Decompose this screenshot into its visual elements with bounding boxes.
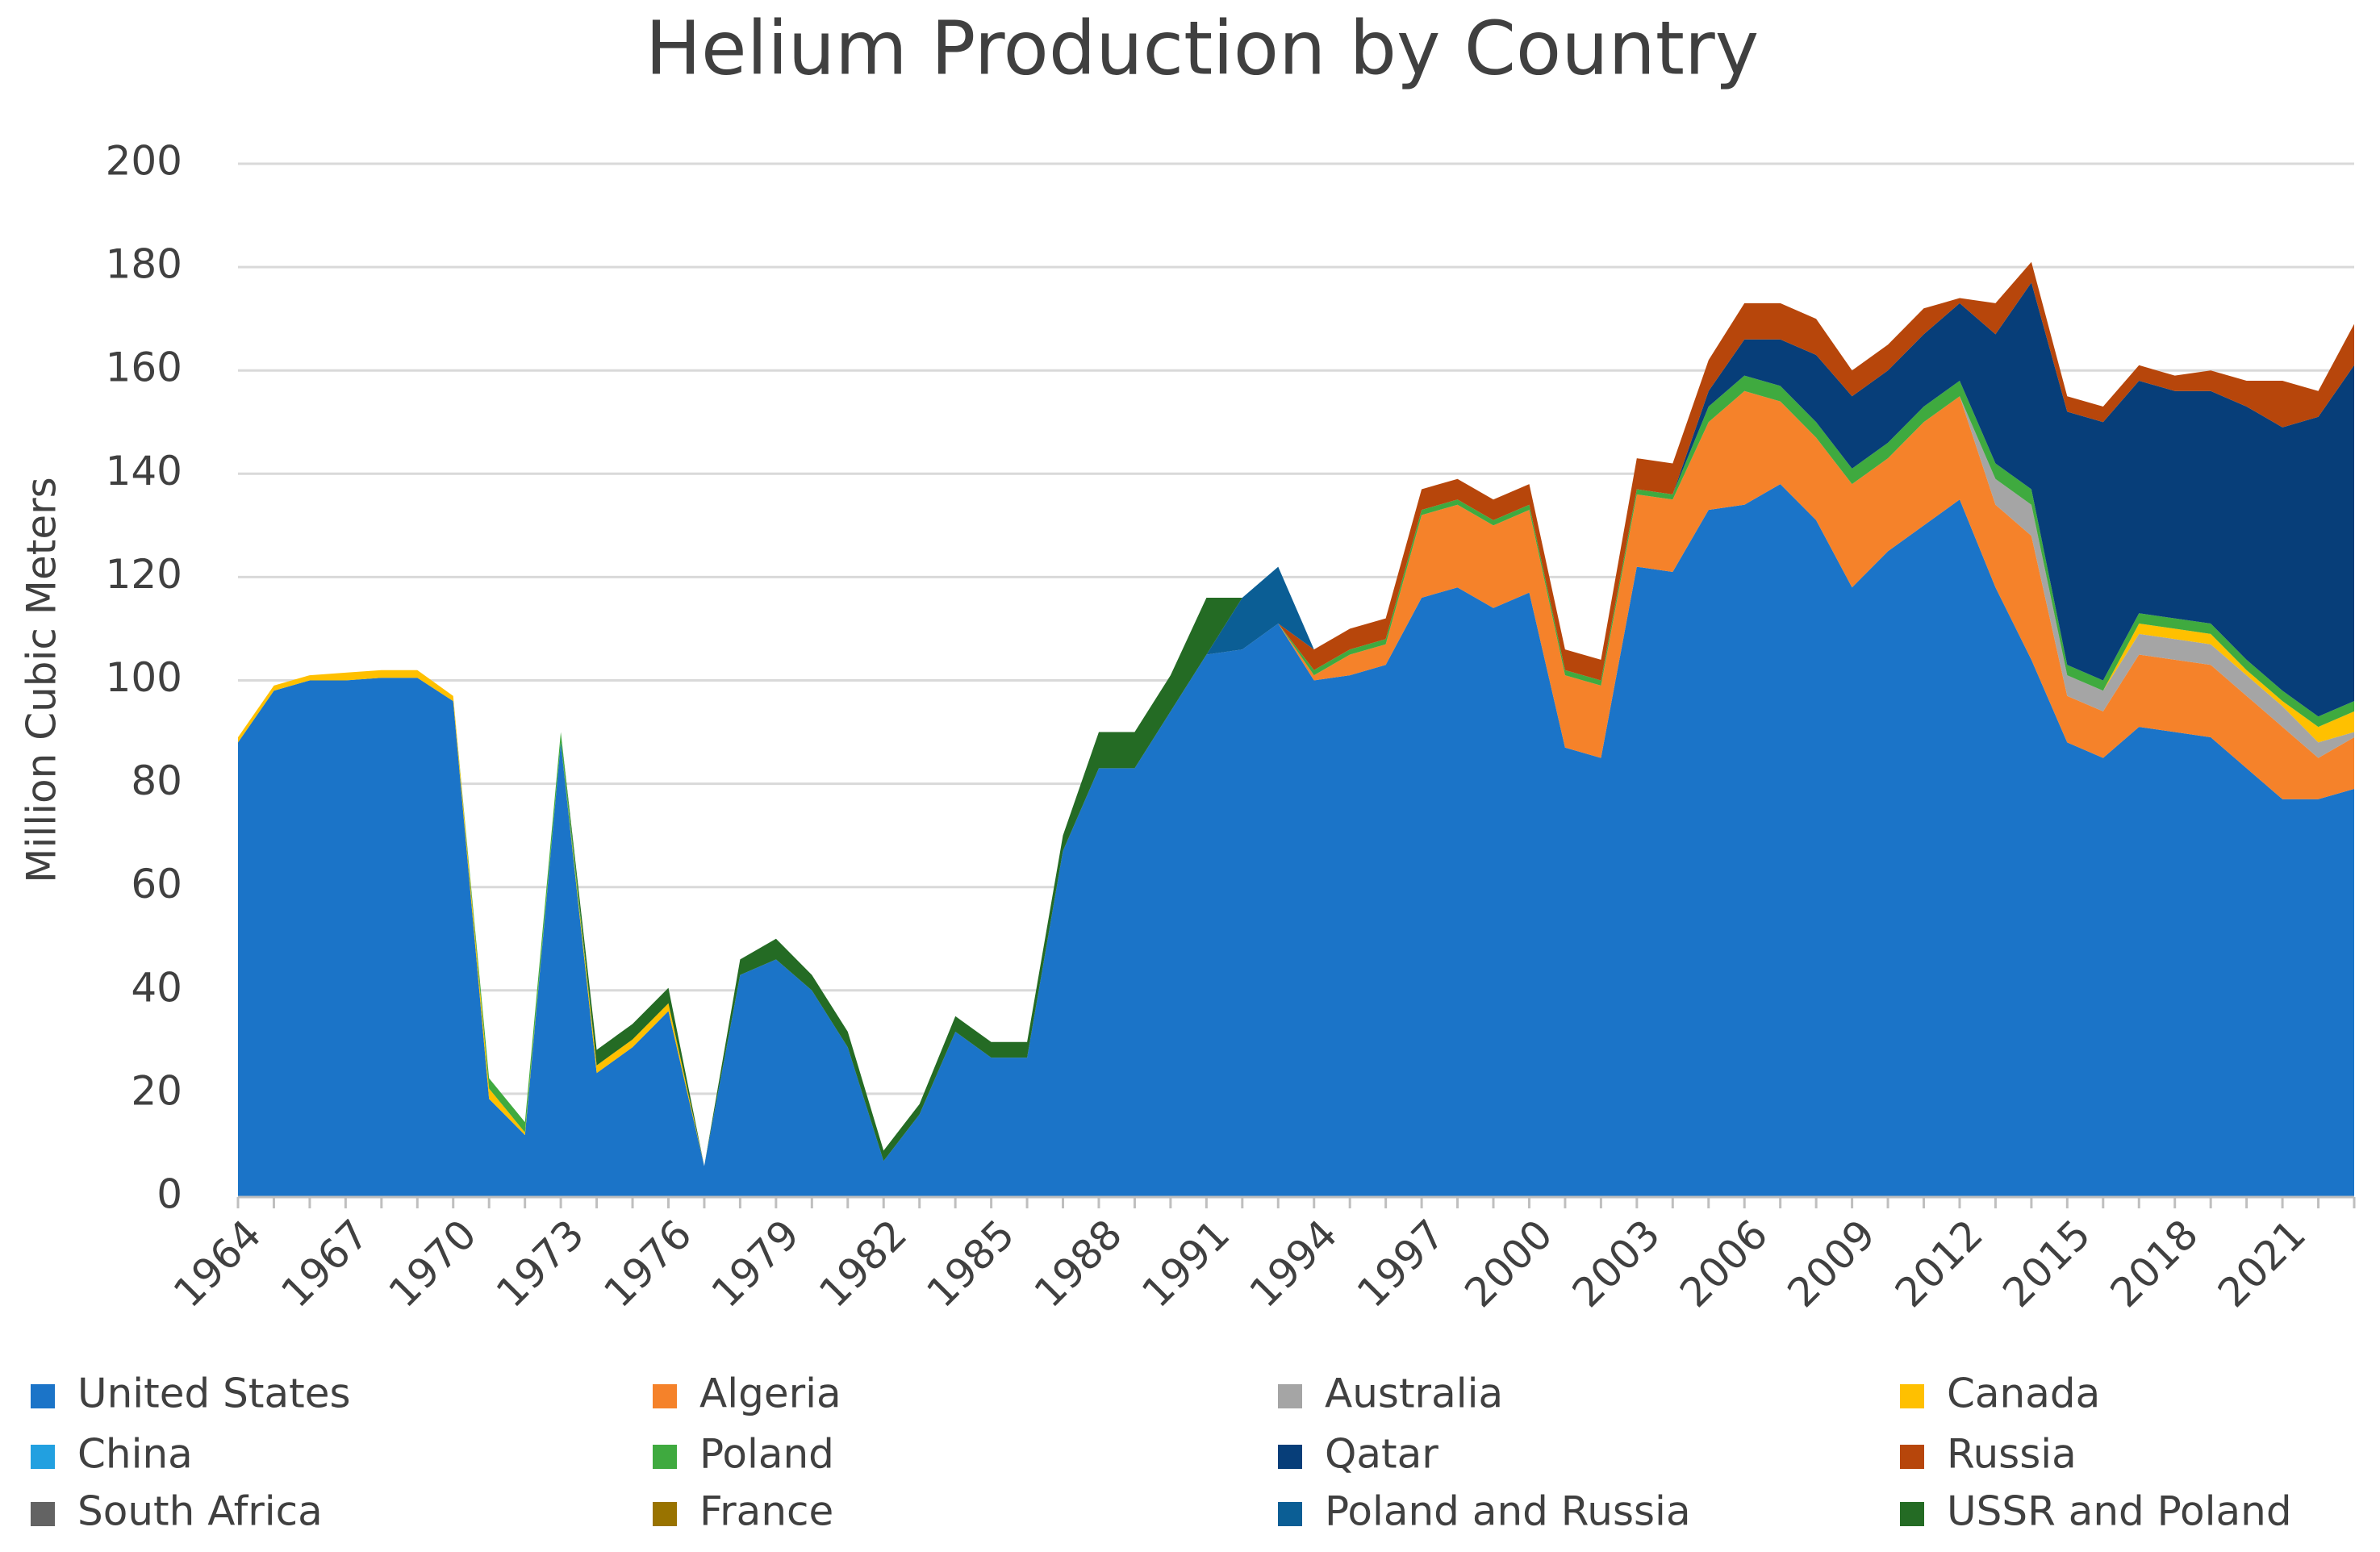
chart-title: Helium Production by Country [645, 5, 1759, 91]
legend-swatch [1900, 1502, 1924, 1526]
y-tick-label: 120 [106, 551, 182, 598]
legend-swatch [31, 1445, 55, 1469]
legend-swatch [1900, 1445, 1924, 1469]
legend: United States Algeria Australia Canada China… [31, 1371, 2292, 1535]
x-tick-label: 1985 [918, 1211, 1024, 1316]
legend-swatch [1900, 1384, 1924, 1408]
legend-label: USSR and Poland [1947, 1488, 2292, 1535]
legend-label: Australia [1325, 1371, 1503, 1417]
x-tick-label: 1991 [1133, 1211, 1238, 1316]
y-tick-label: 180 [106, 241, 182, 288]
legend-label: United States [77, 1371, 351, 1417]
legend-swatch [1278, 1445, 1302, 1469]
area [238, 484, 2354, 1197]
legend-swatch [31, 1502, 55, 1526]
x-tick-label: 1982 [810, 1211, 916, 1316]
legend-swatch [31, 1384, 55, 1408]
y-tick-label: 60 [131, 861, 182, 907]
legend-label: South Africa [77, 1488, 323, 1535]
y-tick-label: 140 [106, 448, 182, 494]
legend-label: France [699, 1488, 833, 1535]
legend-label: Canada [1947, 1371, 2100, 1417]
x-tick-label: 1979 [703, 1211, 808, 1316]
x-tick-label: 1994 [1241, 1211, 1347, 1316]
x-tick-label: 1976 [595, 1211, 701, 1316]
y-tick-label: 40 [131, 964, 182, 1011]
x-tick-label: 1973 [487, 1211, 593, 1316]
x-tick-label: 2015 [1994, 1211, 2099, 1316]
legend-swatch [653, 1502, 677, 1526]
x-tick-label: 2006 [1671, 1211, 1777, 1316]
y-tick-label: 20 [131, 1067, 182, 1114]
legend-label: Poland and Russia [1325, 1488, 1691, 1535]
x-tick-label: 1997 [1348, 1211, 1454, 1316]
y-tick-label: 100 [106, 654, 182, 701]
legend-swatch [1278, 1384, 1302, 1408]
x-tick-label: 1988 [1025, 1211, 1131, 1316]
legend-swatch [653, 1384, 677, 1408]
plot-area [238, 261, 2354, 1197]
legend-label: China [77, 1431, 193, 1478]
x-tick-label: 1970 [380, 1211, 486, 1316]
legend-swatch [653, 1445, 677, 1469]
x-tick-label: 2021 [2209, 1211, 2315, 1316]
legend-label: Algeria [699, 1371, 841, 1417]
x-tick-label: 2018 [2102, 1211, 2207, 1316]
x-tick-label: 2003 [1564, 1211, 1669, 1316]
x-tick-label: 2009 [1779, 1211, 1885, 1316]
legend-label: Russia [1947, 1431, 2077, 1478]
y-axis-title: Million Cubic Meters [19, 477, 65, 882]
legend-label: Qatar [1325, 1431, 1438, 1478]
y-tick-label: 160 [106, 344, 182, 391]
x-tick-label: 1967 [272, 1211, 378, 1316]
x-tick-label: 1964 [165, 1211, 270, 1316]
y-tick-label: 80 [131, 757, 182, 804]
x-tick-label: 2000 [1456, 1211, 1562, 1316]
x-tick-label: 2012 [1886, 1211, 1992, 1316]
y-tick-label: 200 [106, 138, 182, 185]
legend-swatch [1278, 1502, 1302, 1526]
legend-label: Poland [699, 1431, 834, 1478]
y-tick-label: 0 [157, 1171, 182, 1218]
